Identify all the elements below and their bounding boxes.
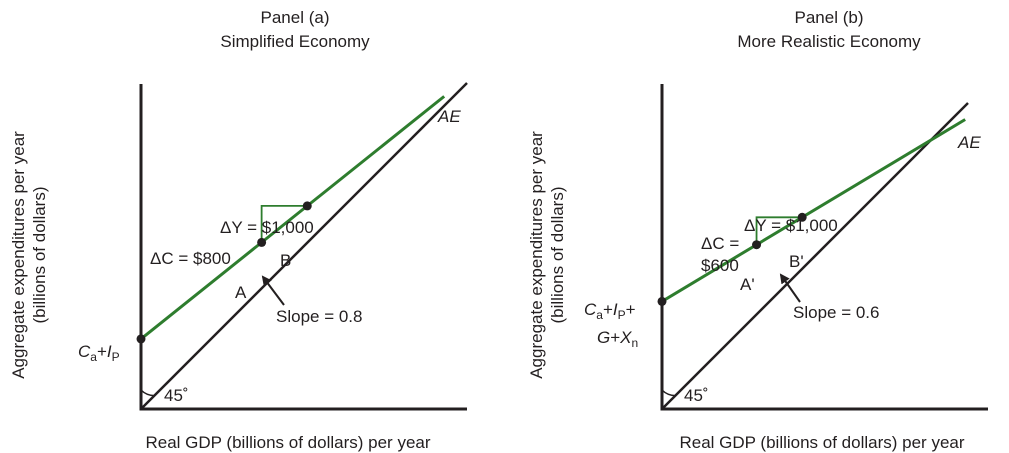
panel-a-delta-c-label: ΔC = $800 — [150, 249, 231, 268]
panel-a-intercept-point — [136, 334, 146, 344]
panel-b-ylabel-line2: (billions of dollars) — [548, 187, 567, 324]
panel-a-point-b-label: B — [280, 251, 291, 270]
panel-b: Panel (b) More Realistic Economy Aggrega… — [527, 8, 988, 452]
panel-a-ylabel-line2: (billions of dollars) — [30, 187, 49, 324]
panel-a-slope-triangle — [260, 205, 308, 243]
panel-b-point-b-prime — [797, 212, 807, 222]
panel-b-title: More Realistic Economy — [737, 32, 921, 51]
panel-b-intercept-label-line1: Ca+IP+ — [584, 300, 636, 322]
panel-b-label: Panel (b) — [795, 8, 864, 27]
panel-b-xlabel: Real GDP (billions of dollars) per year — [679, 433, 964, 452]
panel-b-delta-c-label-line1: ΔC = — [701, 234, 739, 253]
panel-a-ae-line — [140, 95, 446, 341]
panel-a-angle-arc — [140, 389, 155, 397]
panel-b-delta-c-label-line2: $600 — [701, 256, 739, 275]
panel-a: Panel (a) Simplified Economy Aggregate e… — [9, 8, 468, 452]
panel-b-ae-label: AE — [957, 133, 981, 152]
panel-b-angle-arc — [661, 389, 676, 397]
panel-b-angle-label: 45˚ — [684, 386, 709, 405]
panel-a-delta-y-label: ΔY = $1,000 — [220, 218, 314, 237]
panel-a-xlabel: Real GDP (billions of dollars) per year — [145, 433, 430, 452]
panel-a-point-a — [257, 237, 267, 247]
panel-a-point-b — [302, 201, 312, 211]
panel-b-slope-triangle — [755, 216, 803, 245]
panel-b-slope-arrow — [779, 273, 801, 303]
panel-a-angle-label: 45˚ — [164, 386, 189, 405]
panel-b-intercept-label-line2: G+Xn — [597, 328, 638, 350]
panel-b-point-a-prime — [752, 240, 762, 250]
panel-b-delta-y-label: ΔY = $1,000 — [744, 216, 838, 235]
panel-a-label: Panel (a) — [261, 8, 330, 27]
panel-a-intercept-label: Ca+IP — [78, 342, 120, 364]
panel-b-point-b-prime-label: B' — [789, 252, 804, 271]
panel-b-ylabel-line1: Aggregate expenditures per year — [527, 131, 546, 379]
panel-a-ae-label: AE — [437, 107, 461, 126]
panel-b-ae-line — [661, 118, 966, 303]
panel-b-slope-label: Slope = 0.6 — [793, 303, 880, 322]
panel-a-slope-label: Slope = 0.8 — [276, 307, 363, 326]
panel-a-title: Simplified Economy — [220, 32, 370, 51]
panel-b-point-a-prime-label: A' — [740, 275, 755, 294]
panel-b-45-degree-line — [661, 102, 969, 410]
panel-a-point-a-label: A — [235, 283, 247, 302]
panel-a-slope-arrow — [261, 275, 285, 306]
panel-b-intercept-point — [657, 296, 667, 306]
panel-a-ylabel-line1: Aggregate expenditures per year — [9, 131, 28, 379]
panel-a-45-degree-line — [140, 82, 468, 410]
